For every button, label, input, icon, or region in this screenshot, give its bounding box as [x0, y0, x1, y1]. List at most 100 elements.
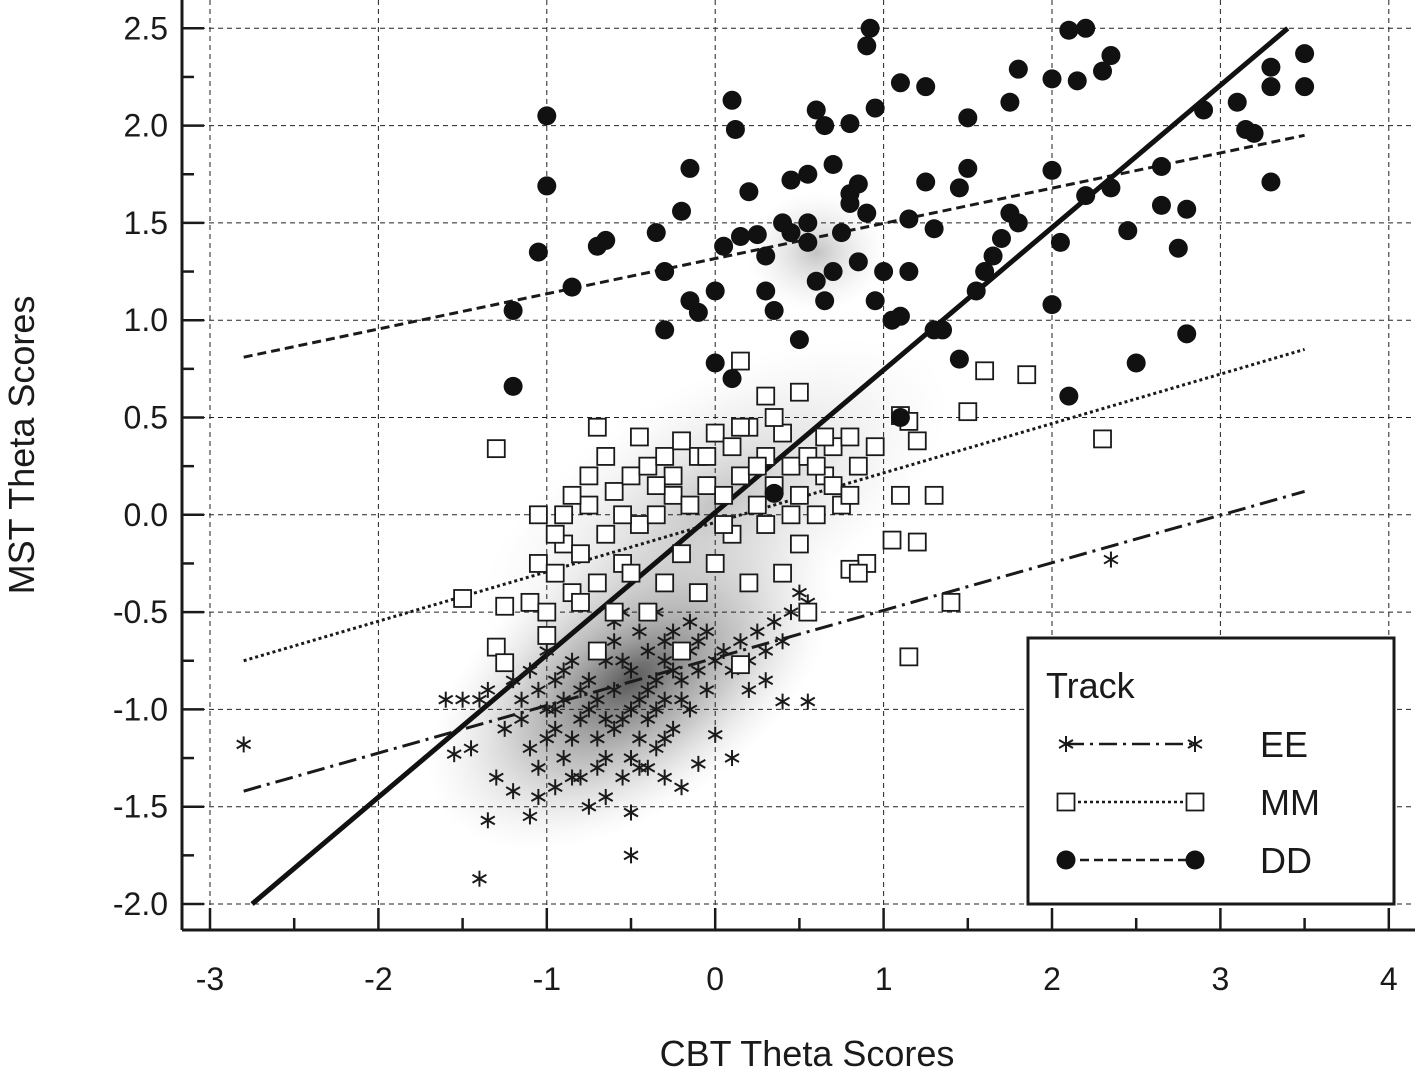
data-point-ee: [749, 623, 765, 640]
data-point-ee: [589, 759, 605, 776]
data-point-dd: [890, 73, 910, 93]
data-point-ee: [581, 701, 597, 718]
data-point-ee: [648, 672, 664, 689]
data-point-mm: [630, 427, 649, 447]
data-point-mm: [663, 485, 683, 505]
data-point-mm: [571, 544, 590, 564]
data-point-dd: [1076, 18, 1096, 38]
data-point-mm: [630, 515, 649, 534]
data-point-mm: [840, 427, 860, 447]
data-point-ee: [733, 633, 748, 650]
data-point-mm: [528, 554, 548, 573]
data-point-mm: [722, 437, 742, 457]
data-point-dd: [798, 232, 818, 252]
data-point-dd: [857, 203, 877, 223]
data-point-dd: [781, 223, 801, 243]
x-tick-label: -3: [196, 961, 224, 997]
y-tick-label: 2.0: [124, 108, 168, 144]
data-point-ee: [589, 691, 605, 708]
data-point-mm: [587, 573, 607, 593]
data-point-mm: [587, 641, 607, 661]
data-point-dd: [1101, 178, 1121, 198]
data-point-ee: [598, 750, 614, 767]
data-point-ee: [547, 701, 563, 718]
data-point-ee: [530, 788, 546, 805]
data-point-ee: [564, 769, 580, 786]
data-point-mm: [495, 596, 515, 616]
data-point-mm: [907, 532, 927, 552]
data-point-mm: [672, 641, 691, 661]
data-point-ee: [547, 779, 563, 796]
data-point-dd: [806, 100, 826, 120]
data-point-ee: [716, 643, 732, 660]
fit-line-mm: [243, 347, 1306, 663]
data-point-dd: [890, 306, 910, 326]
data-point-ee: [623, 750, 639, 767]
data-point-dd: [1008, 59, 1028, 79]
data-point-dd: [840, 114, 860, 134]
data-point-mm: [604, 482, 624, 501]
y-tick-label: -2.0: [113, 886, 168, 922]
data-point-ee: [775, 693, 791, 710]
data-point-mm: [655, 447, 675, 466]
data-point-mm: [806, 456, 826, 476]
data-point-mm: [798, 602, 818, 622]
data-point-mm: [705, 423, 725, 443]
data-point-dd: [899, 209, 919, 229]
data-point-ee: [775, 633, 791, 650]
data-point-dd: [705, 281, 725, 301]
data-point-dd: [646, 223, 666, 243]
data-point-mm: [638, 456, 658, 476]
data-point-ee: [640, 643, 656, 660]
data-point-dd: [1093, 61, 1113, 81]
data-point-ee: [615, 652, 631, 669]
data-point-dd: [688, 302, 708, 322]
data-point-mm: [891, 485, 910, 505]
data-point-dd: [1118, 221, 1138, 241]
data-point-mm: [554, 505, 574, 525]
data-point-dd: [764, 300, 784, 320]
data-point-ee: [438, 691, 454, 708]
data-point-dd: [916, 77, 936, 97]
data-point-ee: [564, 730, 580, 747]
y-tick-label: -0.5: [113, 594, 168, 630]
y-tick-label: 2.5: [124, 10, 168, 46]
data-point-mm: [672, 544, 691, 564]
data-point-mm: [697, 447, 717, 466]
data-point-dd: [655, 320, 675, 340]
data-point-mm: [655, 573, 675, 593]
data-point-dd: [1076, 186, 1096, 206]
data-point-mm: [899, 647, 919, 667]
data-point-ee: [547, 720, 563, 737]
data-point-ee: [539, 643, 555, 660]
data-point-ee: [480, 812, 496, 829]
legend-item-mm: MM: [1056, 782, 1320, 823]
data-point-dd: [865, 98, 885, 118]
data-point-ee: [471, 691, 487, 708]
data-point-dd: [857, 36, 877, 56]
legend: Track EE MM DD: [1026, 636, 1396, 906]
data-point-mm: [596, 447, 616, 466]
data-point-dd: [865, 291, 885, 311]
data-point-dd: [672, 201, 692, 221]
data-point-dd: [949, 178, 969, 198]
data-point-dd: [1194, 100, 1214, 120]
data-point-ee: [598, 788, 614, 805]
data-point-ee: [657, 769, 673, 786]
overall-fit-line: [250, 26, 1290, 906]
data-point-ee: [505, 783, 521, 800]
data-point-mm: [773, 563, 792, 583]
data-point-mm: [848, 563, 868, 583]
data-point-dd: [991, 228, 1011, 248]
data-point-ee: [682, 613, 698, 630]
data-point-ee: [623, 701, 639, 718]
data-points: [236, 18, 1315, 887]
data-point-dd: [680, 158, 700, 178]
data-point-dd: [1295, 44, 1315, 64]
data-point-dd: [1067, 71, 1087, 91]
data-point-ee: [606, 720, 622, 737]
data-point-ee: [573, 711, 588, 728]
data-point-ee: [556, 750, 572, 767]
data-point-dd: [503, 376, 523, 396]
legend-marker: [1185, 850, 1205, 870]
